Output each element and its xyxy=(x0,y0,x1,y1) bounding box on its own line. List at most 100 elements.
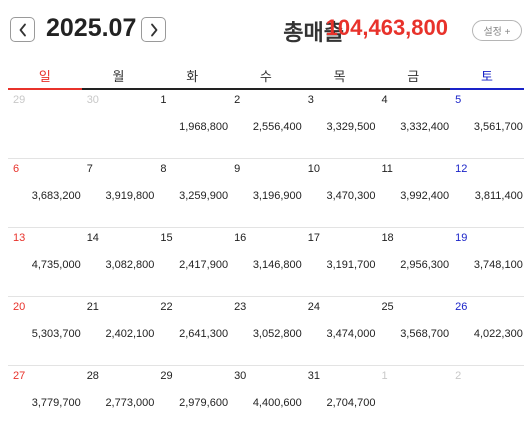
weekday-sun: 일 xyxy=(8,62,82,90)
daily-sales-amount: 3,919,800 xyxy=(105,190,155,202)
daily-sales-amount: 2,979,600 xyxy=(179,397,229,409)
day-number: 20 xyxy=(13,301,26,313)
weekday-mon: 월 xyxy=(81,62,156,90)
weekday-thu: 목 xyxy=(302,62,377,90)
day-number: 13 xyxy=(13,232,26,244)
daily-sales-amount: 2,556,400 xyxy=(252,121,302,133)
daily-sales-amount: 3,561,700 xyxy=(473,121,523,133)
day-number: 28 xyxy=(86,370,99,382)
next-month-button[interactable] xyxy=(141,17,166,42)
calendar-grid: 29 30 1 1,968,800 2 2,556,400 3 3,329,500 4 3,332… xyxy=(8,90,524,435)
daily-sales-amount: 2,773,000 xyxy=(105,397,155,409)
day-number: 6 xyxy=(13,163,20,175)
total-sales-label: 총매출 xyxy=(283,20,344,45)
calendar-day-cell[interactable]: 2 xyxy=(450,366,524,435)
calendar-day-cell[interactable]: 3 3,329,500 xyxy=(303,90,377,158)
daily-sales-amount: 3,992,400 xyxy=(400,190,450,202)
calendar-week: 13 4,735,000 14 3,082,800 15 2,417,900 16 3,146… xyxy=(8,228,524,297)
calendar-day-cell[interactable]: 18 2,956,300 xyxy=(376,228,450,296)
calendar-day-cell[interactable]: 27 3,779,700 xyxy=(8,366,82,435)
calendar-day-cell[interactable]: 20 5,303,700 xyxy=(8,297,82,365)
daily-sales-amount: 4,022,300 xyxy=(473,328,523,340)
day-number: 27 xyxy=(13,370,26,382)
calendar-day-cell[interactable]: 19 3,748,100 xyxy=(450,228,524,296)
calendar-day-cell[interactable]: 24 3,474,000 xyxy=(303,297,377,365)
daily-sales-amount: 3,779,700 xyxy=(31,397,81,409)
daily-sales-amount: 3,082,800 xyxy=(105,259,155,271)
prev-month-button[interactable] xyxy=(10,17,35,42)
calendar-day-cell[interactable]: 1 1,968,800 xyxy=(155,90,229,158)
calendar-week: 6 3,683,200 7 3,919,800 8 3,259,900 9 3,196,900… xyxy=(8,159,524,228)
day-number: 15 xyxy=(160,232,173,244)
daily-sales-amount: 3,196,900 xyxy=(252,190,302,202)
daily-sales-amount: 4,735,000 xyxy=(31,259,81,271)
weekday-wed: 수 xyxy=(229,62,303,90)
day-number: 19 xyxy=(455,232,468,244)
calendar-day-cell[interactable]: 8 3,259,900 xyxy=(155,159,229,227)
weekday-sat: 토 xyxy=(450,62,524,90)
calendar-day-cell[interactable]: 1 xyxy=(376,366,450,435)
daily-sales-amount: 2,956,300 xyxy=(400,259,450,271)
calendar-day-cell[interactable]: 25 3,568,700 xyxy=(376,297,450,365)
calendar-day-cell[interactable]: 12 3,811,400 xyxy=(450,159,524,227)
day-number: 17 xyxy=(307,232,320,244)
chevron-right-icon xyxy=(150,23,157,36)
daily-sales-amount: 3,474,000 xyxy=(326,328,376,340)
calendar-day-cell[interactable]: 13 4,735,000 xyxy=(8,228,82,296)
daily-sales-amount: 4,400,600 xyxy=(252,397,302,409)
day-number: 30 xyxy=(234,370,247,382)
total-sales-value: 104,463,800 xyxy=(325,15,448,40)
calendar-day-cell[interactable]: 16 3,146,800 xyxy=(229,228,303,296)
day-number: 23 xyxy=(234,301,247,313)
chevron-left-icon xyxy=(19,23,26,36)
calendar-day-cell[interactable]: 31 2,704,700 xyxy=(303,366,377,435)
calendar-week: 20 5,303,700 21 2,402,100 22 2,641,300 23 3,052… xyxy=(8,297,524,366)
daily-sales-amount: 3,748,100 xyxy=(473,259,523,271)
calendar-day-cell[interactable]: 28 2,773,000 xyxy=(82,366,156,435)
calendar-day-cell[interactable]: 21 2,402,100 xyxy=(82,297,156,365)
settings-button[interactable]: 설정 + xyxy=(472,20,522,41)
calendar-day-cell[interactable]: 10 3,470,300 xyxy=(303,159,377,227)
daily-sales-amount: 2,704,700 xyxy=(326,397,376,409)
calendar-day-cell[interactable]: 14 3,082,800 xyxy=(82,228,156,296)
day-number: 22 xyxy=(160,301,173,313)
calendar-day-cell[interactable]: 4 3,332,400 xyxy=(376,90,450,158)
calendar-day-cell[interactable]: 30 xyxy=(82,90,156,158)
calendar-day-cell[interactable]: 2 2,556,400 xyxy=(229,90,303,158)
daily-sales-amount: 1,968,800 xyxy=(179,121,229,133)
day-number: 16 xyxy=(234,232,247,244)
day-number: 29 xyxy=(160,370,173,382)
calendar-day-cell[interactable]: 26 4,022,300 xyxy=(450,297,524,365)
calendar-day-cell[interactable]: 7 3,919,800 xyxy=(82,159,156,227)
day-number: 10 xyxy=(307,163,320,175)
calendar-day-cell[interactable]: 17 3,191,700 xyxy=(303,228,377,296)
day-number: 8 xyxy=(160,163,167,175)
calendar-day-cell[interactable]: 22 2,641,300 xyxy=(155,297,229,365)
day-number: 24 xyxy=(307,301,320,313)
day-number: 29 xyxy=(13,94,26,106)
calendar-day-cell[interactable]: 30 4,400,600 xyxy=(229,366,303,435)
day-number: 9 xyxy=(234,163,241,175)
weekday-header: 일 월 화 수 목 금 토 xyxy=(8,62,524,90)
day-number: 7 xyxy=(86,163,93,175)
weekday-fri: 금 xyxy=(376,62,451,90)
calendar-day-cell[interactable]: 23 3,052,800 xyxy=(229,297,303,365)
calendar-day-cell[interactable]: 15 2,417,900 xyxy=(155,228,229,296)
day-number: 1 xyxy=(160,94,167,106)
calendar-day-cell[interactable]: 29 xyxy=(8,90,82,158)
calendar-day-cell[interactable]: 11 3,992,400 xyxy=(376,159,450,227)
daily-sales-amount: 2,417,900 xyxy=(179,259,229,271)
day-number: 1 xyxy=(381,370,388,382)
daily-sales-amount: 3,329,500 xyxy=(326,121,376,133)
calendar-day-cell[interactable]: 29 2,979,600 xyxy=(155,366,229,435)
calendar-day-cell[interactable]: 9 3,196,900 xyxy=(229,159,303,227)
day-number: 18 xyxy=(381,232,394,244)
daily-sales-amount: 3,683,200 xyxy=(31,190,81,202)
calendar-day-cell[interactable]: 6 3,683,200 xyxy=(8,159,82,227)
day-number: 31 xyxy=(307,370,320,382)
calendar-day-cell[interactable]: 5 3,561,700 xyxy=(450,90,524,158)
current-month: 2025.07 xyxy=(46,14,137,42)
day-number: 12 xyxy=(455,163,468,175)
daily-sales-amount: 3,146,800 xyxy=(252,259,302,271)
daily-sales-amount: 3,052,800 xyxy=(252,328,302,340)
